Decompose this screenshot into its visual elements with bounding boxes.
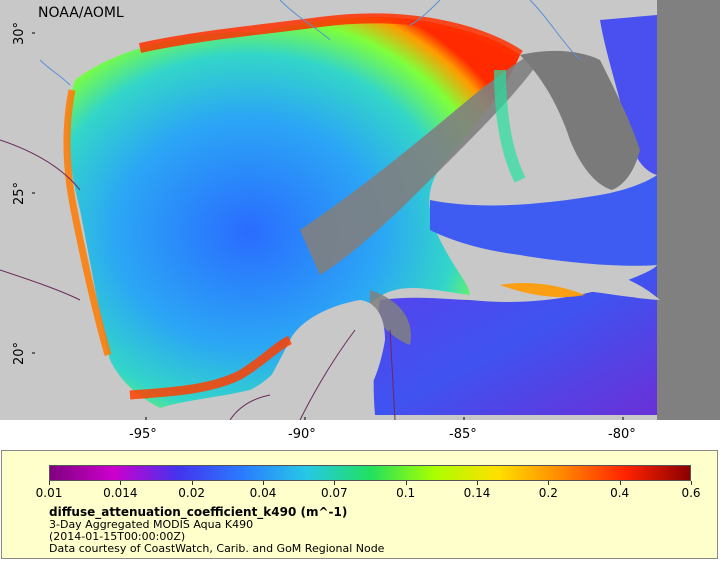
no-data-swath <box>300 55 540 275</box>
colorbar-tick-mark <box>49 481 50 485</box>
colorbar-tick-label: 0.1 <box>396 486 416 500</box>
colorbar-tick-mark <box>120 481 122 485</box>
colorbar-tick-label: 0.014 <box>103 486 138 500</box>
time-stamp: (2014-01-15T00:00:00Z) <box>49 530 186 543</box>
north-coast-turbid <box>138 13 523 60</box>
data-courtesy: Data courtesy of CoastWatch, Carib. and … <box>49 542 385 555</box>
colorbar-tick-label: 0.02 <box>178 486 206 500</box>
colorbar-tick-mark <box>405 481 407 485</box>
colorbar-tick-mark <box>691 481 692 485</box>
florida-peninsula <box>520 50 640 190</box>
atlantic-water <box>600 15 657 175</box>
lon-tick-label: -90° <box>288 427 316 442</box>
map-image[interactable] <box>0 0 720 420</box>
lat-tick-label: 20° <box>12 341 27 365</box>
colorbar-tick-label: 0.6 <box>681 486 701 500</box>
colorbar-tick-mark <box>548 481 550 485</box>
lat-tick-label: 30° <box>12 21 27 45</box>
cuba <box>470 261 660 300</box>
lon-tick-label: -95° <box>129 427 157 442</box>
colorbar-tick-label: 0.4 <box>610 486 630 500</box>
yucatan-no-data <box>370 290 411 345</box>
gulf-of-mexico <box>67 17 520 409</box>
colorbar-tick-label: 0.2 <box>538 486 558 500</box>
colorbar-tick-mark <box>477 481 478 485</box>
colorbar-tick-label: 0.01 <box>35 486 63 500</box>
colorbar-tick-mark <box>191 481 193 485</box>
colorbar-tick-label: 0.04 <box>249 486 277 500</box>
legend-panel: diffuse_attenuation_coefficient_k490 (m^… <box>1 450 718 559</box>
east-no-data <box>657 0 720 420</box>
rivers <box>39 0 581 86</box>
west-coast-turbid <box>63 89 112 356</box>
colorbar-tick-label: 0.14 <box>463 486 491 500</box>
caribbean-sea <box>373 265 657 415</box>
colorbar <box>49 465 691 481</box>
lat-tick-label: 25° <box>12 181 27 205</box>
credit-label: NOAA/AOML <box>38 5 124 21</box>
lon-tick-label: -85° <box>449 427 477 442</box>
axis-ticks <box>32 32 624 420</box>
dataset-description: 3-Day Aggregated MODIS Aqua K490 <box>49 518 254 531</box>
map-frame[interactable]: NOAA/AOML -95° -90° -85° -80° 30° 25° 20… <box>0 0 720 442</box>
colorbar-tick-label: 0.07 <box>320 486 348 500</box>
yucatan-peninsula <box>250 300 385 420</box>
florida-shelf-water <box>494 69 526 183</box>
colorbar-tick-mark <box>263 481 264 485</box>
lon-tick-label: -80° <box>608 427 636 442</box>
florida-strait <box>430 175 657 266</box>
campeche-turbid <box>129 335 293 400</box>
cuba-coastal-water <box>500 283 585 298</box>
country-borders <box>0 139 396 420</box>
variable-name: diffuse_attenuation_coefficient_k490 (m^… <box>49 505 348 519</box>
colorbar-tick-mark <box>619 481 621 485</box>
colorbar-tick-mark <box>334 481 336 485</box>
